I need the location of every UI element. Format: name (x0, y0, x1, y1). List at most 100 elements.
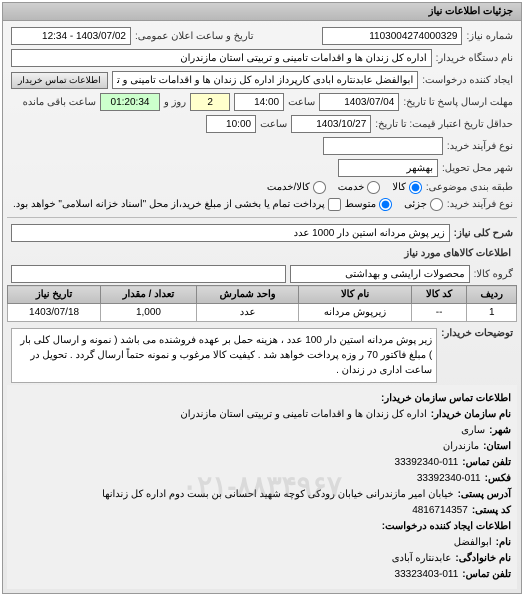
contact-phone-value: 33392340-011 (395, 455, 459, 471)
deadline-date-input[interactable] (319, 93, 399, 111)
amount-radio-group: جزئی متوسط (345, 198, 443, 211)
contact-section-title-row: اطلاعات تماس سازمان خریدار: (13, 391, 511, 407)
radio-goods-service-label: کالا/خدمت (267, 182, 310, 193)
contact-city-value: سارى (461, 423, 485, 439)
row-need-title: شرح کلی نیاز: (7, 222, 517, 244)
th-name: نام کالا (299, 286, 411, 304)
th-qty: تعداد / مقدار (101, 286, 197, 304)
validity-time-input[interactable] (206, 115, 256, 133)
city-label: شهر محل تحویل: (442, 163, 513, 174)
contact-fax-label: فکس: (485, 471, 511, 487)
th-unit: واحد شمارش (196, 286, 299, 304)
radio-goods-label: کالا (392, 182, 406, 193)
process-type-label: نوع فرآیند خرید: (447, 141, 513, 152)
td-qty: 1,000 (101, 304, 197, 322)
td-unit: عدد (196, 304, 299, 322)
panel-body: شماره نیاز: تاریخ و ساعت اعلان عمومی: نا… (3, 21, 521, 593)
radio-goods-service[interactable]: کالا/خدمت (267, 181, 326, 194)
contact-phone-row: تلفن تماس: 33392340-011 (13, 455, 511, 471)
description-label: توضیحات خریدار: (441, 328, 513, 339)
payment-note: پرداخت تمام یا بخشی از مبلغ خرید،از محل … (13, 199, 325, 210)
payment-checkbox[interactable]: پرداخت تمام یا بخشی از مبلغ خرید،از محل … (13, 198, 341, 211)
radio-medium[interactable]: متوسط (345, 198, 392, 211)
th-row: ردیف (467, 286, 517, 304)
creator-phone-row: تلفن تماس: 33323403-011 (13, 567, 511, 583)
radio-service-input[interactable] (367, 181, 380, 194)
creator-name-row: نام: ابوالفضل (13, 535, 511, 551)
payment-checkbox-input[interactable] (328, 198, 341, 211)
need-number-input[interactable] (322, 27, 462, 45)
panel-title: جزئیات اطلاعات نیاز (3, 3, 521, 21)
row-description: توضیحات خریدار: زیر پوش مردانه استین دار… (7, 326, 517, 385)
need-number-label: شماره نیاز: (466, 31, 513, 42)
row-creator: ایجاد کننده درخواست: اطلاعات تماس خریدار (7, 69, 517, 91)
description-text: زیر پوش مردانه استین دار 100 عدد ، هزینه… (11, 328, 437, 383)
td-code: -- (411, 304, 467, 322)
row-city: شهر محل تحویل: (7, 157, 517, 179)
need-title-input[interactable] (11, 224, 450, 242)
device-name-input[interactable] (11, 49, 432, 67)
contact-info-button[interactable]: اطلاعات تماس خریدار (11, 72, 108, 89)
category-label: طبقه بندی موضوعی: (426, 182, 513, 193)
goods-group-extra-input[interactable] (11, 265, 286, 283)
radio-small[interactable]: جزئی (404, 198, 443, 211)
contact-section-title: اطلاعات تماس سازمان خریدار: (381, 391, 511, 407)
goods-table: ردیف کد کالا نام کالا واحد شمارش تعداد /… (7, 285, 517, 322)
row-process-type: نوع فرآیند خرید: (7, 135, 517, 157)
contact-address-row: آدرس پستی: خیابان امیر مازندرانی خیابان … (13, 487, 511, 503)
creator-phone-label: تلفن تماس: (462, 567, 511, 583)
creator-phone-value: 33323403-011 (395, 567, 459, 583)
days-input[interactable] (190, 93, 230, 111)
datetime-label: تاریخ و ساعت اعلان عمومی: (135, 31, 254, 42)
table-header-row: ردیف کد کالا نام کالا واحد شمارش تعداد /… (8, 286, 517, 304)
radio-goods-input[interactable] (409, 181, 422, 194)
contact-province-value: مازندران (443, 439, 479, 455)
creator-input[interactable] (112, 71, 419, 89)
row-goods-group: گروه کالا: (7, 263, 517, 285)
th-date: تاریخ نیاز (8, 286, 101, 304)
deadline-time-input[interactable] (234, 93, 284, 111)
deadline-label: مهلت ارسال پاسخ تا تاریخ: (403, 97, 513, 108)
goods-group-input[interactable] (290, 265, 470, 283)
main-panel: جزئیات اطلاعات نیاز شماره نیاز: تاریخ و … (2, 2, 522, 594)
radio-small-label: جزئی (404, 199, 427, 210)
contact-section: ۰۲۱-۸۸۳۴۹۶۷ اطلاعات تماس سازمان خریدار: … (7, 385, 517, 589)
contact-org-label: نام سازمان خریدار: (431, 407, 511, 423)
creator-lastname-value: عابدنتاره آبادی (392, 551, 452, 567)
radio-goods-service-input[interactable] (313, 181, 326, 194)
contact-address-value: خیابان امیر مازندرانی خیابان رودکی کوچه … (102, 487, 453, 503)
creator-lastname-row: نام خانوادگی: عابدنتاره آبادی (13, 551, 511, 567)
device-name-label: نام دستگاه خریدار: (436, 53, 513, 64)
contact-city-row: شهر: سارى (13, 423, 511, 439)
td-date: 1403/07/18 (8, 304, 101, 322)
process-type-input[interactable] (323, 137, 443, 155)
radio-service-label: خدمت (338, 182, 365, 193)
validity-date-input[interactable] (291, 115, 371, 133)
city-input[interactable] (338, 159, 438, 177)
creator-section-title: اطلاعات ایجاد کننده درخواست: (382, 519, 511, 535)
row-amount: نوع فرآیند خرید: جزئی متوسط پرداخت تمام … (7, 196, 517, 213)
category-radio-group: کالا خدمت کالا/خدمت (267, 181, 422, 194)
contact-fax-row: فکس: 33392340-011 (13, 471, 511, 487)
th-code: کد کالا (411, 286, 467, 304)
contact-fax-value: 33392340-011 (417, 471, 481, 487)
radio-goods[interactable]: کالا (392, 181, 422, 194)
contact-address-label: آدرس پستی: (458, 487, 511, 503)
radio-service[interactable]: خدمت (338, 181, 381, 194)
days-label: روز و (164, 97, 186, 108)
radio-medium-input[interactable] (379, 198, 392, 211)
contact-province-label: استان: (483, 439, 511, 455)
table-row[interactable]: 1 -- زیرپوش مردانه عدد 1,000 1403/07/18 (8, 304, 517, 322)
remaining-time-input[interactable] (100, 93, 160, 111)
radio-small-input[interactable] (430, 198, 443, 211)
validity-label: حداقل تاریخ اعتبار قیمت: تا تاریخ: (375, 119, 513, 130)
goods-section-title: اطلاعات کالاهای مورد نیاز (7, 244, 517, 263)
contact-city-label: شهر: (489, 423, 511, 439)
contact-org-row: نام سازمان خریدار: اداره کل زندان ها و ا… (13, 407, 511, 423)
contact-org-value: اداره کل زندان ها و اقدامات تامینی و ترب… (180, 407, 426, 423)
time-label-1: ساعت (288, 97, 315, 108)
time-label-2: ساعت (260, 119, 287, 130)
datetime-input[interactable] (11, 27, 131, 45)
row-need-number: شماره نیاز: تاریخ و ساعت اعلان عمومی: (7, 25, 517, 47)
td-name: زیرپوش مردانه (299, 304, 411, 322)
